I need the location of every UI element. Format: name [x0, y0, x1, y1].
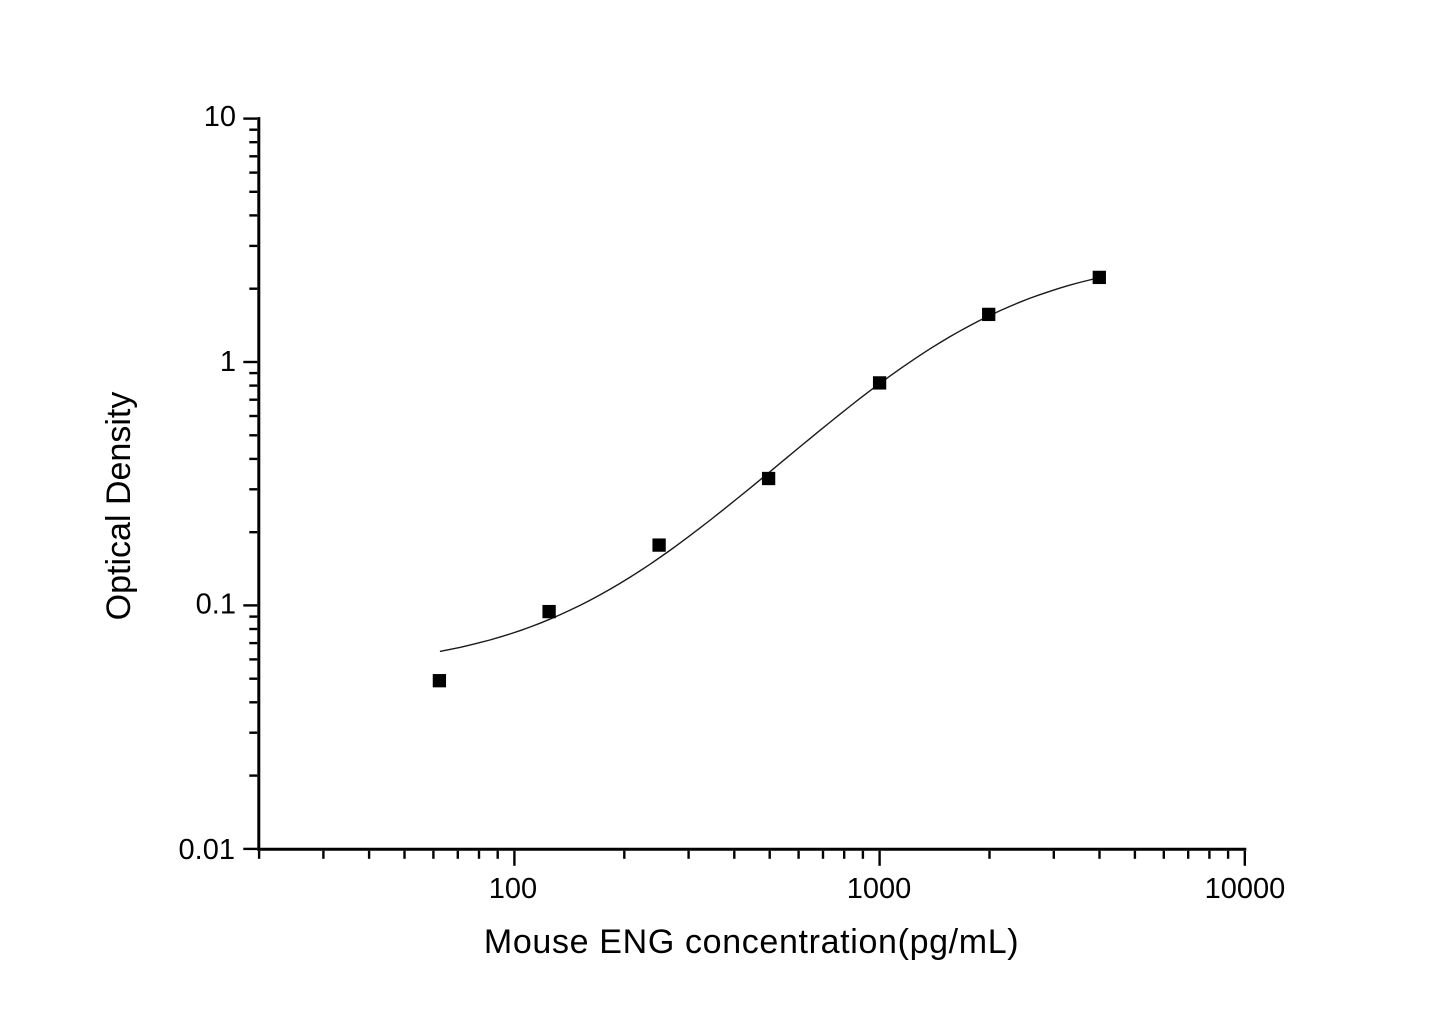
svg-text:100: 100 — [489, 873, 537, 905]
svg-text:0.1: 0.1 — [196, 589, 236, 621]
svg-text:1000: 1000 — [847, 873, 912, 905]
svg-text:Optical Density: Optical Density — [100, 392, 138, 621]
svg-text:0.01: 0.01 — [179, 834, 235, 866]
svg-text:1: 1 — [220, 346, 236, 378]
svg-text:10: 10 — [204, 101, 236, 133]
svg-text:Mouse ENG concentration(pg/mL): Mouse ENG concentration(pg/mL) — [484, 923, 1019, 961]
svg-text:10000: 10000 — [1205, 873, 1286, 905]
